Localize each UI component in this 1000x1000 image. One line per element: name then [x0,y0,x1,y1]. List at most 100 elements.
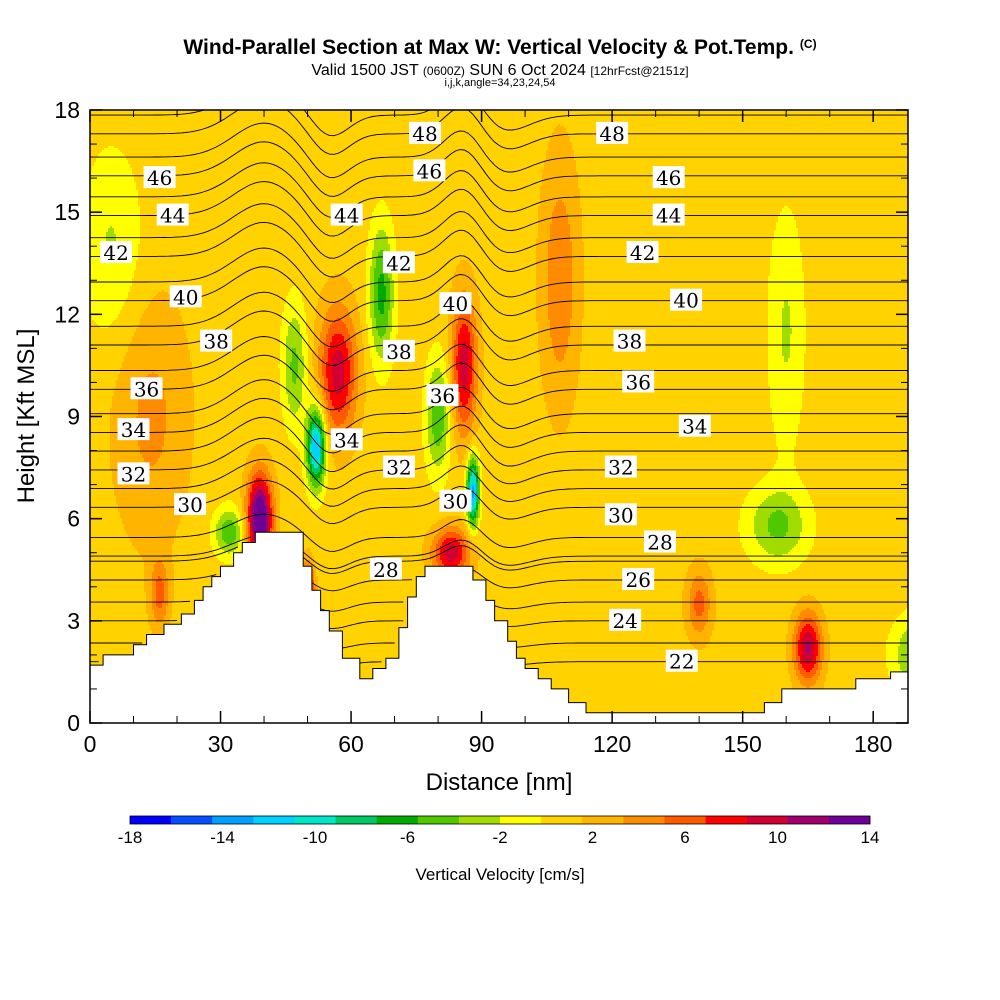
colorbar-tick-label: -6 [400,828,415,847]
chart-subtitle: Valid 1500 JST (0600Z) SUN 6 Oct 2024 [1… [0,62,1000,80]
y-tick-label: 6 [67,506,80,532]
isentrope-label: 36 [130,377,163,401]
isentrope-label-text: 38 [203,330,228,354]
isentrope-label-text: 46 [147,166,172,190]
isentrope-label-text: 40 [443,292,468,316]
colorbar-tick-label: -14 [210,828,235,847]
y-tick-label: 3 [67,608,80,634]
isentrope-label: 36 [622,370,655,394]
isentrope-label-text: 42 [386,251,411,275]
grid-indices: i,j,k,angle=34,23,24,54 [444,77,556,89]
isentrope-label-text: 32 [608,456,633,480]
isentrope-label: 28 [369,557,402,582]
isentrope-label: 48 [409,122,442,146]
colorbar-swatch [171,816,213,824]
y-tick-label: 0 [67,710,80,736]
y-tick-label: 15 [54,199,80,225]
isentrope-label-text: 34 [334,428,359,452]
colorbar-tick-label: -18 [118,828,143,847]
colorbar-swatch [746,816,789,824]
isentrope-line [90,122,908,179]
isentrope-label: 46 [652,166,685,190]
colorbar-swatch [335,816,377,824]
isentrope-line [90,536,908,570]
x-tick-label: 60 [338,731,364,757]
colorbar-swatch [212,816,254,824]
isentrope-line [90,247,908,303]
plot-frame [89,109,909,724]
colorbar-swatch [541,816,583,824]
isentrope-line [90,600,908,612]
isentrope-label: 36 [426,384,459,408]
isentrope-label-text: 36 [430,384,455,408]
x-tick-label: 150 [723,731,761,757]
isentrope-label-text: 44 [334,204,359,228]
isentrope-lines [90,110,908,665]
colorbar-label: Vertical Velocity [cm/s] [415,865,584,884]
isentrope-label-text: 36 [134,377,159,401]
isentrope-label: 48 [596,122,629,146]
colorbar-swatch [623,816,665,824]
isentrope-label-text: 42 [103,241,128,265]
isentrope-line [90,141,908,197]
chart-title: Wind-Parallel Section at Max W: Vertical… [0,36,1000,60]
isentrope-label-text: 22 [669,650,694,674]
colorbar-swatch [458,816,501,824]
chart-title-text: Wind-Parallel Section at Max W: Vertical… [183,36,794,59]
isentrope-line [90,354,908,411]
isentrope-line [90,221,908,278]
isentrope-label-text: 40 [173,285,198,309]
isentrope-line [90,291,908,348]
isentrope-label: 24 [609,608,642,633]
valid-time-utc: (0600Z) [422,64,465,78]
isentrope-label-text: 26 [626,568,651,592]
copyright-mark: (C) [799,37,817,51]
isentrope-label: 40 [439,292,472,316]
isentrope-line [90,203,908,259]
isentrope-line [90,266,908,322]
isentrope-label: 28 [643,530,676,555]
colorbar-swatch [582,816,624,824]
x-tick-label: 0 [84,731,97,757]
colorbar-swatch [294,816,336,824]
colorbar-swatch [130,816,172,824]
y-tick-label: 9 [67,404,80,430]
isentrope-label-text: 40 [673,289,698,313]
isentrope-line [90,661,908,665]
isentrope-label-text: 38 [617,330,642,354]
colorbar-swatch [828,816,871,824]
isentrope-line [90,458,908,507]
x-tick-label: 180 [854,731,892,757]
isentrope-label: 38 [382,339,415,364]
isentrope-label: 44 [330,203,363,228]
isentrope-label-text: 34 [121,418,146,442]
x-axis-label: Distance [nm] [426,769,573,796]
colorbar-frame [129,815,871,825]
colorbar-tick-label: -10 [303,828,328,847]
colorbar-tick-label: 6 [680,828,689,847]
isentrope-line [90,110,908,155]
isentrope-label: 32 [604,455,637,480]
isentrope-label: 30 [174,493,207,517]
isentrope-label: 38 [200,329,233,354]
velocity-field [90,110,908,723]
isentrope-label: 40 [169,285,202,309]
isentrope-line [90,479,908,525]
isentrope-line [90,181,908,237]
isentrope-label-text: 44 [160,204,185,228]
isentrope-label: 42 [100,241,133,265]
valid-date: SUN 6 Oct 2024 [469,62,586,79]
isentrope-label-text: 36 [626,370,651,394]
colorbar-tick-label: 10 [768,828,787,847]
isentrope-label: 32 [382,455,415,480]
isentrope-label-text: 30 [443,490,468,514]
isentrope-label: 30 [439,489,472,514]
colorbar-swatch [417,816,460,824]
isentrope-line [90,310,908,366]
isentrope-label-text: 30 [177,493,202,517]
isentrope-label-text: 32 [121,462,146,486]
isentrope-label-text: 48 [412,122,437,146]
isentrope-line [90,379,908,435]
y-tick-label: 18 [54,97,80,123]
